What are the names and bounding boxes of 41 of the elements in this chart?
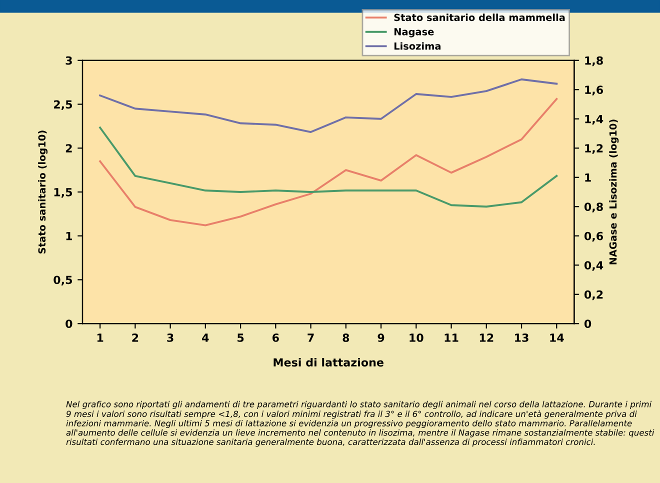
y-tick-label: 2,5	[54, 100, 72, 110]
x-tick-label: 7	[308, 334, 314, 342]
legend-label: Stato sanitario della mammella	[394, 14, 565, 22]
y-tick-label: 0,5	[54, 276, 72, 286]
x-tick-label: 1	[97, 334, 104, 342]
x-tick-label: 11	[444, 334, 458, 342]
y2-tick-label: 1,4	[585, 114, 604, 125]
y-axis-title: Stato sanitario (log10)	[38, 130, 48, 254]
x-tick-label: 9	[378, 334, 384, 342]
y2-axis-title: NAGase e Lisozima (log10)	[609, 120, 619, 264]
y-tick-label: 3	[66, 56, 72, 65]
y2-tick-label: 1,8	[585, 56, 603, 66]
line-series	[99, 78, 558, 134]
x-tick-label: 10	[410, 334, 424, 342]
x-tick-label: 8	[342, 334, 350, 342]
y-tick-label: 1,5	[54, 188, 72, 198]
x-tick-label: 6	[272, 334, 279, 342]
y-tick-label: 1	[66, 232, 72, 240]
y2-tick-label: 0,2	[584, 290, 603, 300]
y-tick-label: 2	[66, 144, 72, 152]
text: Nel grafico sono riportati gli andamenti di tre parametri riguardanti lo stato sanitario degli animali nel corso della lattazione. Durante i primi 9 mesi i valori sono risultati sempre <1,8, con i valori minimi registrati fra il 3° e il 6° controllo, ad indicare un'età generalmente priva di infezioni mammarie. Negli ultimi 5 mesi di lattazione si evidenzia un progressivo peggioramento dello stato mammario. Parallelamente all'aumento delle cellule si evidenzia un lieve incremento nel contenuto in lisozima, mentre il Nagase rimane sostanzialmente stabile: questi risultati confermano una situazione sanitaria generalmente buona, caratterizzata dall'assenza di processi infiammatori cronici.	[66, 400, 654, 447]
x-tick-label: 14	[550, 334, 564, 342]
y2-tick-label: 0,4	[584, 261, 604, 271]
x-tick-label: 4	[202, 334, 209, 342]
y2-tick-label: 0,6	[584, 232, 604, 242]
x-tick-label: 13	[515, 334, 528, 342]
legend-label: Lisozima	[394, 42, 440, 50]
x-tick-label: 12	[480, 334, 494, 342]
y2-tick-label: 1,6	[585, 86, 604, 96]
y2-tick-label: 0,8	[584, 202, 603, 212]
y2-tick-label: 1	[585, 173, 591, 182]
line-series	[99, 126, 558, 208]
x-tick-label: 5	[238, 334, 244, 342]
y2-tick-label: 1,2	[585, 144, 603, 154]
y-tick-label: 0	[66, 320, 72, 328]
x-tick-label: 2	[132, 334, 138, 342]
legend-label: Nagase	[394, 28, 434, 38]
x-tick-label: 3	[167, 334, 174, 342]
x-axis-title: Mesi di lattazione	[274, 358, 384, 367]
y2-tick-label: 0	[584, 320, 592, 328]
line-series	[99, 98, 558, 226]
